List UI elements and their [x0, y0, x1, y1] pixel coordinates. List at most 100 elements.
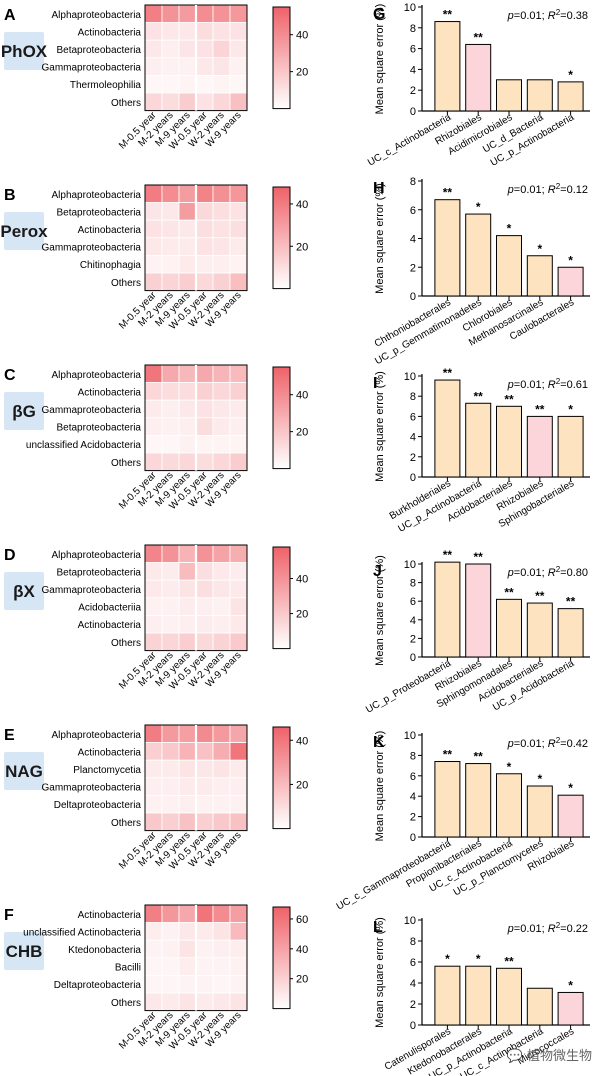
heatmap-cell: [161, 272, 180, 292]
y-tick-label: 4: [410, 615, 416, 627]
heatmap-cell: [229, 237, 248, 256]
panel-tag-box: [4, 932, 44, 970]
bar: [496, 405, 522, 478]
y-tick-label: 8: [410, 391, 416, 403]
significance-label: **: [474, 750, 484, 764]
row-label: Betaproteobacteria: [56, 45, 141, 56]
panel-tag-box: [4, 212, 44, 250]
y-tick-label: 0: [410, 472, 416, 484]
heatmap-cell: [161, 812, 180, 832]
row-label: Alphaproteobacteria: [51, 730, 141, 741]
heatmap-cell: [212, 202, 231, 221]
bar: [434, 561, 461, 658]
heatmap-panel-f: F CHB Actinobacteria unclassified Actinobac…: [4, 904, 308, 1052]
y-axis-label: Mean square error (%): [374, 371, 386, 482]
heatmap-cell: [178, 22, 197, 41]
heatmap-cell: [195, 975, 214, 994]
row-label: Actinobacteria: [78, 27, 142, 38]
row-label: Actinobacteria: [78, 747, 142, 758]
significance-label: **: [566, 595, 576, 609]
panel-letter: H: [373, 180, 385, 197]
heatmap-cell: [178, 579, 197, 599]
heatmap-cell: [195, 434, 214, 454]
stat-p-value: =0.01;: [514, 738, 548, 750]
y-axis-label: Mean square error (%): [374, 4, 386, 115]
colorbar-tick-label: 20: [296, 779, 308, 791]
significance-label: **: [443, 186, 453, 200]
heatmap-cell: [212, 544, 231, 564]
heatmap-cell: [178, 615, 197, 634]
row-label: Deltaproteobacteria: [54, 800, 142, 811]
significance-label: *: [568, 402, 573, 416]
row-label: Others: [111, 458, 141, 469]
row-label: Others: [111, 98, 141, 109]
heatmap-cell: [144, 75, 163, 94]
heatmap-cell: [229, 399, 248, 419]
bar: [465, 213, 492, 297]
stat-r-superscript: 2: [556, 921, 561, 930]
panel-letter: B: [4, 187, 16, 204]
heatmap-cell: [212, 992, 231, 1012]
row-label: Alphaproteobacteria: [51, 190, 141, 201]
bar: [557, 81, 584, 112]
heatmap-cell: [195, 724, 214, 744]
heatmap-cell: [144, 57, 163, 76]
bar: [496, 773, 522, 838]
colorbar-tick-label: 40: [296, 30, 308, 42]
heatmap-cell: [195, 399, 214, 419]
heatmap-cell: [195, 57, 214, 76]
significance-label: **: [443, 748, 453, 762]
heatmap-cell: [178, 795, 197, 814]
stat-r-symbol: R: [548, 738, 556, 750]
panel-tag: βG: [12, 402, 36, 421]
heatmap-cell: [178, 57, 197, 76]
heatmap-cell: [178, 75, 197, 94]
stat-annotation: p=0.01; R2=0.38: [507, 8, 588, 22]
stat-r-value: =0.80: [560, 567, 588, 579]
y-axis-label: Mean square error (%): [374, 555, 386, 666]
stat-r-superscript: 2: [556, 736, 561, 745]
colorbar-tick-label: 20: [296, 427, 308, 439]
stat-r-value: =0.61: [560, 379, 588, 391]
heatmap-cell: [229, 39, 248, 59]
y-tick-label: 10: [404, 371, 416, 383]
bar: [526, 785, 553, 838]
heatmap-cell: [178, 184, 197, 204]
heatmap-cell: [212, 759, 231, 779]
row-label: Betaproteobacteria: [56, 423, 141, 434]
colorbar-tick-label: 40: [296, 390, 308, 402]
row-label: Thermoleophilia: [70, 80, 142, 91]
heatmap-cell: [161, 364, 180, 384]
heatmap-cell: [195, 579, 214, 599]
heatmap-cell: [195, 777, 214, 796]
heatmap-panel-c: CβG Alphaproteobacteria Actinobacteria Gamm…: [4, 364, 308, 512]
significance-label: **: [474, 550, 484, 564]
heatmap-cell: [144, 22, 163, 41]
stat-annotation: p=0.01; R2=0.42: [507, 736, 588, 750]
heatmap-cell: [212, 92, 231, 112]
stat-r-symbol: R: [548, 379, 556, 391]
y-tick-label: 10: [404, 915, 416, 927]
y-tick-label: 2: [410, 999, 416, 1011]
bar: [465, 43, 492, 112]
heatmap-cell: [144, 272, 163, 292]
heatmap-cell: [161, 452, 180, 472]
heatmap-cell: [178, 254, 197, 274]
bar: [465, 563, 492, 658]
panel-letter: L: [373, 919, 383, 936]
panel-tag: CHB: [6, 942, 43, 961]
panel-tag: Perox: [0, 222, 48, 241]
colorbar: [272, 366, 291, 470]
stat-p-value: =0.01;: [514, 184, 548, 196]
y-tick-label: 4: [410, 234, 416, 246]
bar: [557, 794, 584, 838]
row-label: Actinobacteria: [78, 225, 142, 236]
heatmap-cell: [229, 202, 248, 221]
y-tick-label: 8: [410, 936, 416, 948]
heatmap-cell: [161, 939, 180, 959]
heatmap-cell: [195, 904, 214, 924]
heatmap-cell: [144, 202, 163, 221]
heatmap-cell: [178, 975, 197, 994]
panel-letter: A: [4, 7, 16, 24]
